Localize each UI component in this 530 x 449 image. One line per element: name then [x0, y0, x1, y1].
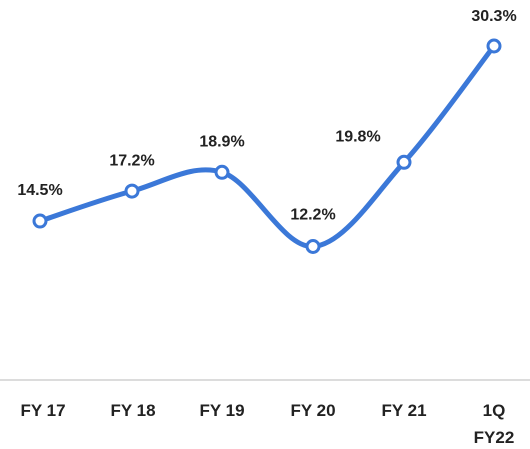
data-label: 12.2%: [290, 207, 335, 224]
point: [305, 239, 321, 254]
point: [214, 164, 230, 180]
point: [124, 183, 140, 199]
point: [396, 154, 412, 170]
x-tick-label: 1Q FY22: [473, 401, 515, 447]
point: [32, 213, 48, 229]
data-label: 17.2%: [109, 152, 154, 169]
data-label: 30.3%: [471, 8, 516, 25]
x-tick-label: FY 17: [20, 401, 66, 420]
x-tick-label: FY 20: [290, 401, 336, 420]
line: [37, 43, 497, 250]
point: [486, 38, 502, 54]
x-tick-label: FY 18: [110, 401, 156, 420]
x-tick-label: FY 21: [381, 401, 427, 420]
data-label: 18.9%: [199, 134, 244, 151]
data-label: 14.5%: [17, 182, 62, 199]
x-tick-label: FY 19: [199, 401, 245, 420]
data-label: 19.8%: [335, 129, 380, 146]
